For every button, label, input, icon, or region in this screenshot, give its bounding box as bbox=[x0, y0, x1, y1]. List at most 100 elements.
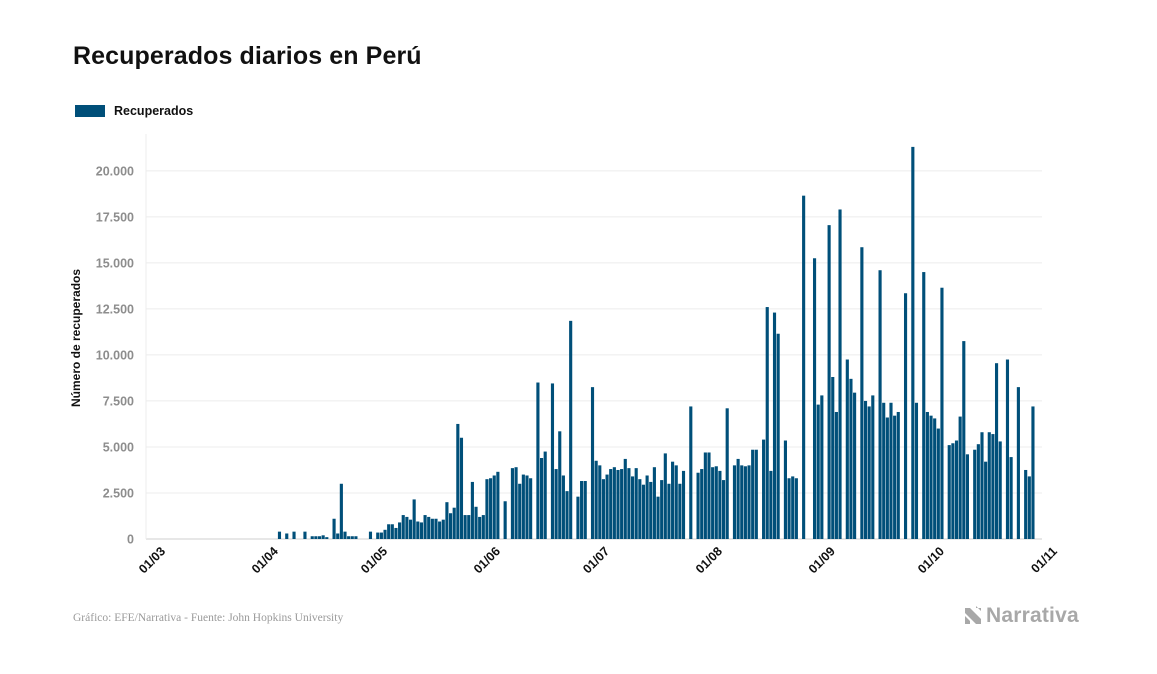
bar bbox=[605, 474, 609, 539]
bar bbox=[703, 452, 707, 539]
bar bbox=[878, 270, 882, 539]
bar bbox=[609, 469, 613, 539]
bar bbox=[667, 483, 671, 539]
bar bbox=[448, 513, 453, 539]
bar bbox=[860, 247, 864, 539]
brand-logo: Narrativa bbox=[963, 604, 1079, 628]
bar bbox=[459, 437, 464, 539]
bar bbox=[379, 532, 383, 539]
bar bbox=[812, 258, 817, 539]
bar bbox=[518, 483, 522, 539]
bar bbox=[747, 465, 751, 539]
bar bbox=[580, 481, 584, 539]
bar bbox=[456, 423, 460, 539]
bar bbox=[343, 531, 347, 539]
bar bbox=[820, 395, 824, 539]
bar bbox=[401, 515, 405, 539]
bar bbox=[776, 333, 780, 539]
bar bbox=[962, 341, 966, 539]
bar bbox=[954, 440, 959, 539]
bar bbox=[550, 383, 555, 539]
bar bbox=[481, 515, 485, 539]
y-tick-label: 17.500 bbox=[96, 210, 134, 224]
bar bbox=[394, 527, 398, 539]
bar bbox=[725, 408, 729, 539]
x-tick-label: 01/07 bbox=[580, 544, 612, 576]
bar bbox=[543, 451, 547, 539]
bar bbox=[569, 320, 573, 539]
bar bbox=[736, 458, 740, 539]
bar bbox=[936, 428, 940, 539]
bar bbox=[863, 400, 868, 539]
y-tick-label: 20.000 bbox=[96, 164, 134, 178]
bar bbox=[598, 465, 602, 539]
bar bbox=[849, 378, 853, 539]
bar bbox=[940, 287, 944, 539]
bar bbox=[958, 416, 962, 539]
bar bbox=[303, 531, 307, 539]
source-text: Gráfico: EFE/Narrativa - Fuente: John Ho… bbox=[73, 612, 344, 624]
bar bbox=[951, 443, 955, 539]
bar bbox=[452, 507, 456, 539]
bar bbox=[1027, 476, 1031, 539]
bar bbox=[521, 474, 525, 539]
bar bbox=[889, 402, 893, 539]
bar bbox=[332, 518, 336, 539]
x-tick-label: 01/03 bbox=[136, 544, 168, 576]
bar bbox=[656, 496, 660, 539]
bar bbox=[492, 475, 496, 539]
y-tick-label: 7.500 bbox=[103, 394, 134, 408]
bar bbox=[405, 516, 409, 539]
bar bbox=[489, 478, 493, 539]
bar bbox=[853, 392, 857, 539]
bar bbox=[416, 521, 420, 539]
y-tick-label: 2.500 bbox=[103, 486, 134, 500]
y-tick-label: 10.000 bbox=[96, 348, 134, 362]
bar bbox=[474, 506, 478, 539]
bar bbox=[831, 377, 835, 539]
bar bbox=[529, 478, 533, 539]
bar bbox=[558, 431, 562, 539]
bar bbox=[292, 531, 296, 539]
bar bbox=[467, 515, 471, 539]
bar bbox=[914, 402, 919, 539]
bar bbox=[601, 479, 605, 539]
bar bbox=[576, 496, 580, 539]
bar bbox=[769, 470, 773, 539]
legend-label: Recuperados bbox=[114, 104, 194, 118]
bar bbox=[285, 533, 289, 539]
bar bbox=[980, 432, 984, 539]
bar bbox=[984, 461, 988, 539]
bar bbox=[354, 536, 358, 539]
bar bbox=[438, 521, 442, 539]
y-axis: 0 2.500 5.000 7.500 10.000 12.500 15.000 17.500… bbox=[96, 164, 134, 546]
bar bbox=[423, 515, 427, 539]
bar bbox=[612, 467, 616, 539]
bar bbox=[514, 467, 518, 539]
brand-name: Narrativa bbox=[986, 604, 1079, 627]
bar bbox=[638, 479, 642, 539]
narrativa-logo-icon bbox=[965, 606, 981, 624]
bar bbox=[310, 536, 314, 539]
bar bbox=[802, 195, 806, 540]
bar bbox=[463, 515, 467, 539]
y-tick-label: 0 bbox=[127, 533, 134, 547]
bar bbox=[674, 465, 678, 539]
bar bbox=[441, 519, 445, 539]
bar bbox=[485, 479, 489, 539]
bar bbox=[696, 472, 700, 539]
bar bbox=[681, 470, 686, 539]
bar bbox=[885, 417, 889, 539]
bar bbox=[616, 469, 620, 539]
bar bbox=[325, 537, 329, 539]
bar bbox=[903, 293, 908, 539]
bar bbox=[561, 475, 565, 539]
bar bbox=[663, 453, 667, 539]
bar bbox=[430, 518, 434, 539]
bar bbox=[678, 483, 682, 539]
grid-lines bbox=[145, 134, 1042, 540]
bar bbox=[965, 454, 969, 539]
bar bbox=[525, 475, 529, 539]
x-tick-label: 01/10 bbox=[915, 544, 947, 576]
